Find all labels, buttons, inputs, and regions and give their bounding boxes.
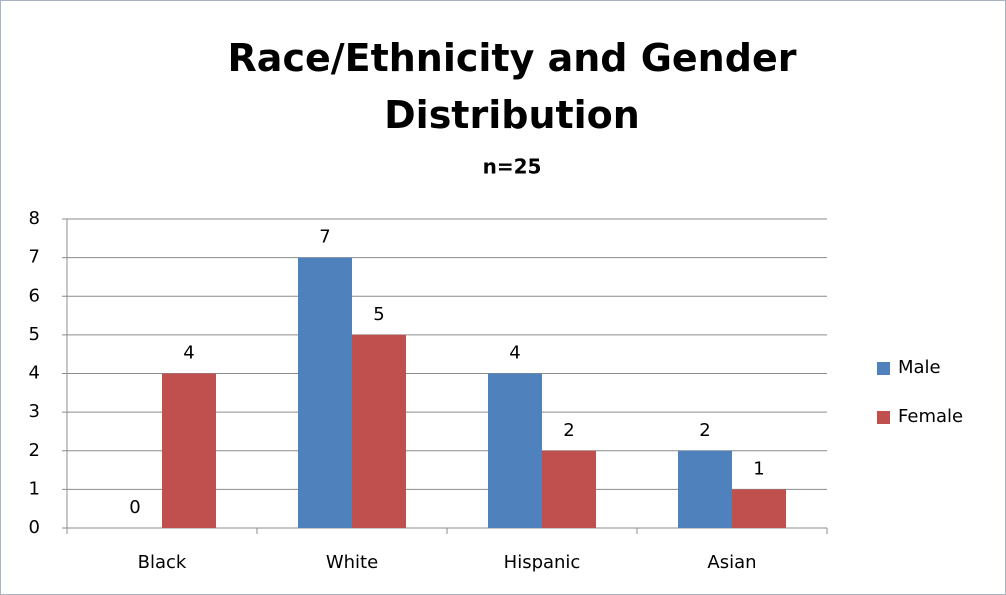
value-label: 7 — [319, 227, 330, 248]
y-tick-label: 5 — [29, 324, 40, 345]
y-tick-label: 0 — [29, 517, 40, 538]
bar — [352, 334, 406, 528]
x-tick-label: Asian — [707, 552, 756, 573]
chart-title: Race/Ethnicity and Gender Distribution — [227, 36, 797, 137]
bar — [162, 373, 216, 528]
value-label: 2 — [699, 420, 710, 441]
legend-swatch — [877, 411, 890, 424]
y-tick-label: 1 — [29, 478, 40, 499]
legend-label: Male — [898, 357, 941, 378]
x-tick-label: Hispanic — [504, 552, 581, 573]
value-label: 4 — [509, 343, 520, 364]
bar — [488, 373, 542, 528]
x-tick-label: Black — [138, 552, 187, 573]
bar — [542, 450, 596, 528]
y-tick-label: 7 — [29, 247, 40, 268]
bar — [732, 489, 786, 528]
legend-label: Female — [898, 406, 963, 427]
bar — [298, 257, 352, 528]
legend-swatch — [877, 362, 890, 375]
chart-subtitle: n=25 — [483, 155, 542, 179]
value-label: 4 — [183, 343, 194, 364]
bar — [678, 450, 732, 528]
value-label: 2 — [563, 420, 574, 441]
y-tick-label: 8 — [29, 208, 40, 229]
x-tick-label: White — [326, 552, 378, 573]
value-label: 0 — [129, 497, 140, 518]
y-tick-label: 3 — [29, 401, 40, 422]
y-tick-label: 4 — [29, 363, 40, 384]
value-label: 1 — [753, 458, 764, 479]
y-tick-label: 6 — [29, 285, 40, 306]
y-tick-label: 2 — [29, 440, 40, 461]
value-label: 5 — [373, 304, 384, 325]
